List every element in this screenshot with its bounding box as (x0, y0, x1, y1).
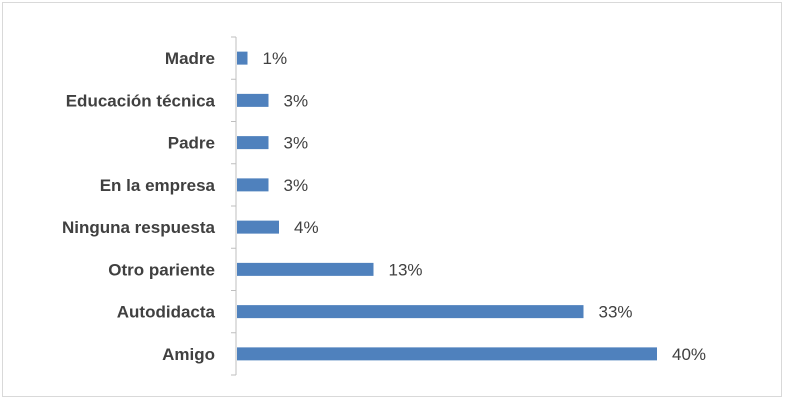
data-label: 3% (284, 91, 309, 110)
data-label: 4% (294, 218, 319, 237)
data-label: 40% (672, 345, 706, 364)
category-label: Amigo (162, 345, 215, 364)
bar (237, 262, 374, 276)
category-label: Educación técnica (66, 91, 216, 110)
bar (237, 347, 657, 361)
data-label: 3% (284, 176, 309, 195)
data-label: 1% (263, 49, 288, 68)
category-label: Madre (165, 49, 215, 68)
data-label: 13% (389, 260, 423, 279)
bar (237, 93, 269, 107)
bar (237, 220, 279, 234)
category-label: Autodidacta (117, 303, 216, 322)
bar (237, 136, 269, 150)
category-label: Padre (168, 134, 215, 153)
category-label: Otro pariente (108, 260, 215, 279)
bar (237, 178, 269, 192)
data-label: 3% (284, 134, 309, 153)
category-label: En la empresa (100, 176, 216, 195)
bar (237, 51, 248, 65)
bar (237, 305, 584, 319)
data-label: 33% (599, 303, 633, 322)
category-label: Ninguna respuesta (62, 218, 216, 237)
